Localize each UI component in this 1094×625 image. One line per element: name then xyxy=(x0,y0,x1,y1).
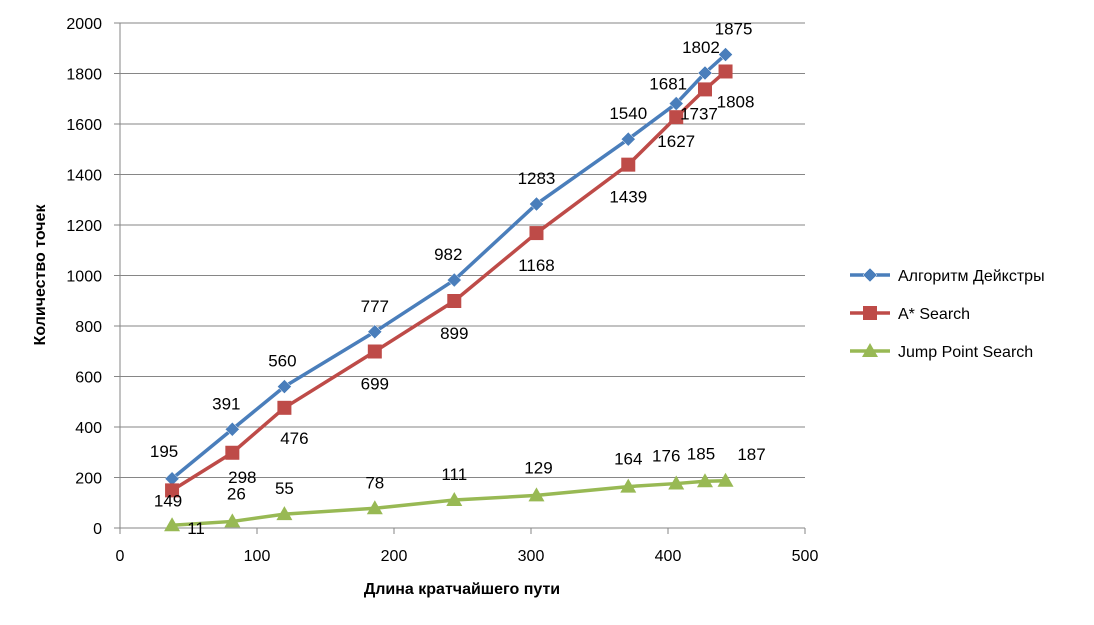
y-tick-label: 2000 xyxy=(66,16,102,33)
data-point xyxy=(668,475,685,490)
y-tick-label: 1200 xyxy=(66,218,102,235)
y-tick-label: 1600 xyxy=(66,117,102,134)
data-label: 11 xyxy=(187,519,205,538)
data-label: 982 xyxy=(434,245,462,264)
data-point xyxy=(224,421,240,437)
legend-item: Алгоритм Дейкстры xyxy=(850,267,1045,285)
data-label: 78 xyxy=(365,473,384,492)
data-label: 149 xyxy=(154,491,182,510)
data-point xyxy=(621,157,636,172)
x-tick-label: 300 xyxy=(518,548,545,565)
x-tick-label: 500 xyxy=(792,548,819,565)
x-tick-labels: 0 100 200 300 400 500 xyxy=(116,548,819,565)
data-point xyxy=(620,478,637,493)
data-label: 1540 xyxy=(609,104,647,123)
series-2 xyxy=(165,64,733,498)
data-label: 1283 xyxy=(518,169,556,188)
legend-marker xyxy=(863,306,877,320)
data-label: 55 xyxy=(275,479,294,498)
data-point xyxy=(669,110,684,125)
y-tick-label: 200 xyxy=(75,471,102,488)
data-label: 560 xyxy=(268,352,296,371)
y-tick-label: 600 xyxy=(75,370,102,387)
y-tick-label: 1000 xyxy=(66,269,102,286)
data-point xyxy=(277,379,292,394)
data-point xyxy=(529,196,544,212)
series-line xyxy=(171,70,727,492)
legend-item: Jump Point Search xyxy=(850,343,1033,361)
data-label: 1737 xyxy=(680,104,718,123)
data-label: 195 xyxy=(150,442,178,461)
data-label: 176 xyxy=(652,447,680,466)
data-point xyxy=(164,517,181,532)
data-label: 1439 xyxy=(609,188,647,207)
y-tick-label: 0 xyxy=(93,521,102,538)
y-tick-label: 800 xyxy=(75,319,102,336)
data-label: 1875 xyxy=(715,20,753,39)
legend-label: Алгоритм Дейкстры xyxy=(898,268,1045,285)
data-label: 476 xyxy=(280,429,308,448)
series-3 xyxy=(164,472,734,532)
axes xyxy=(114,22,806,534)
data-label: 164 xyxy=(614,450,642,469)
data-point xyxy=(697,65,713,81)
data-label: 187 xyxy=(737,445,765,464)
data-label: 699 xyxy=(361,375,389,394)
data-label: 1808 xyxy=(717,92,755,111)
y-tick-labels: 0 200 400 600 800 1000 1200 1400 1600 1800 2000 xyxy=(66,16,102,538)
data-point xyxy=(224,513,241,528)
y-axis-title: Количество точек xyxy=(32,204,49,346)
x-tick-label: 100 xyxy=(244,548,271,565)
data-point xyxy=(718,64,733,79)
series-line xyxy=(170,53,727,481)
legend-marker xyxy=(862,267,878,283)
data-point xyxy=(718,47,733,62)
x-tick-label: 200 xyxy=(381,548,408,565)
data-point xyxy=(447,294,462,309)
data-point xyxy=(367,324,383,340)
x-tick-label: 0 xyxy=(116,548,125,565)
data-point xyxy=(165,483,180,498)
data-label: 391 xyxy=(212,394,240,413)
data-label: 129 xyxy=(524,458,552,477)
data-point xyxy=(528,487,545,502)
data-label: 1802 xyxy=(682,38,720,57)
series-1 xyxy=(164,47,733,487)
legend-marker xyxy=(862,343,878,357)
data-point xyxy=(367,344,382,359)
series-group xyxy=(164,47,734,532)
data-label: 899 xyxy=(440,324,468,343)
data-label: 1681 xyxy=(649,75,687,94)
data-label: 111 xyxy=(441,465,467,484)
data-point xyxy=(446,272,462,288)
y-tick-label: 1800 xyxy=(66,67,102,84)
data-point xyxy=(717,472,734,487)
data-label: 185 xyxy=(687,444,715,463)
data-point xyxy=(620,131,636,147)
y-tick-label: 400 xyxy=(75,420,102,437)
legend-label: Jump Point Search xyxy=(898,344,1033,361)
data-point xyxy=(276,506,293,521)
data-label: 1168 xyxy=(518,256,555,275)
data-point xyxy=(446,491,463,506)
data-point xyxy=(529,226,544,241)
legend: Алгоритм Дейкстры A* Search Jump Point Sea… xyxy=(850,267,1045,361)
data-point xyxy=(696,473,713,488)
data-point xyxy=(366,500,383,515)
legend-item: A* Search xyxy=(850,306,970,323)
data-point xyxy=(277,400,292,415)
legend-label: A* Search xyxy=(898,306,970,323)
data-label: 298 xyxy=(228,468,256,487)
data-point xyxy=(225,445,240,460)
data-label: 777 xyxy=(361,297,389,316)
y-tick-label: 1400 xyxy=(66,168,102,185)
data-label: 1627 xyxy=(657,132,695,151)
data-point xyxy=(697,82,712,97)
series-line xyxy=(171,479,726,527)
x-axis-title: Длина кратчайшего пути xyxy=(364,581,560,598)
x-tick-label: 400 xyxy=(655,548,682,565)
data-label: 26 xyxy=(227,484,246,503)
